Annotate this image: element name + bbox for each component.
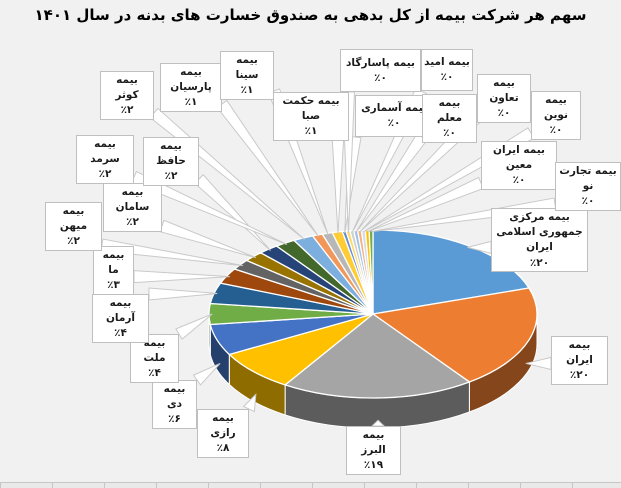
pie-label-name: بیمه رازی	[210, 412, 236, 440]
pie-label-name: بیمه تجارت نو	[559, 165, 617, 193]
pie-label-15: بیمه حکمت صبا ٪۱	[273, 92, 349, 142]
leader-line-5	[175, 313, 213, 340]
pie-label-name: بیمه سرمد	[90, 138, 120, 166]
pie-label-name: بیمه نوین	[544, 94, 568, 122]
pie-label-percent: ٪۲	[98, 168, 112, 181]
pie-label-name: بیمه ایران معین	[493, 144, 545, 172]
pie-label-name: بیمه پارسیان	[170, 66, 212, 94]
pie-label-percent: ٪۰	[549, 124, 563, 137]
leader-line-7	[133, 270, 230, 284]
pie-label-18: بیمه امید ٪۰	[421, 49, 473, 91]
pie-label-name: بیمه تعاون	[489, 77, 519, 105]
pie-label-20: بیمه تعاون ٪۰	[477, 74, 531, 124]
leader-line-6	[148, 287, 218, 301]
pie-label-16: بیمه آسماری ٪۰	[355, 95, 433, 137]
leader-line-11	[130, 170, 288, 245]
pie-label-10: بیمه حافظ ٪۲	[143, 137, 199, 187]
pie-label-percent: ٪۰	[581, 195, 595, 208]
pie-label-percent: ٪۰	[374, 71, 387, 84]
pie-label-name: بیمه دی	[163, 383, 186, 411]
pie-label-percent: ٪۱۹	[363, 459, 384, 472]
pie-label-percent: ٪۲۰	[569, 369, 590, 382]
pie-label-percent: ٪۲	[120, 104, 134, 117]
pie-label-21: بیمه نوین ٪۰	[531, 91, 581, 141]
pie-label-0: بیمه مرکزی جمهوری اسلامی ایران ٪۲۰	[491, 208, 588, 273]
pie-label-name: بیمه سینا	[235, 54, 259, 82]
pie-label-4: بیمه دی ٪۶	[152, 380, 197, 430]
pie-slice-0	[372, 229, 530, 315]
leader-line-15	[331, 133, 345, 234]
pie-label-7: بیمه ما ٪۳	[93, 246, 134, 296]
pie-label-name: بیمه ایران	[566, 339, 593, 367]
pie-label-name: بیمه کوثر	[115, 74, 139, 102]
leader-line-10	[194, 174, 271, 251]
pie-label-percent: ٪۱	[184, 96, 198, 109]
leader-line-9	[159, 219, 257, 259]
pie-label-17: بیمه پاسارگاد ٪۰	[340, 49, 421, 92]
pie-label-name: بیمه امید	[424, 56, 470, 69]
leader-line-13	[216, 99, 319, 237]
pie-label-1: بیمه ایران ٪۲۰	[551, 336, 608, 386]
pie-label-name: بیمه میهن	[59, 205, 88, 233]
pie-label-name: بیمه معلم	[437, 97, 462, 125]
data-table-edge	[0, 482, 621, 488]
pie-label-name: بیمه البرز	[361, 429, 386, 457]
pie-label-6: بیمه آرمان ٪۴	[92, 294, 149, 344]
pie-label-11: بیمه سرمد ٪۲	[76, 135, 134, 185]
pie-label-name: بیمه آرمان	[105, 297, 136, 325]
pie-label-3: بیمه رازی ٪۸	[197, 409, 249, 459]
pie-label-percent: ٪۲	[67, 235, 80, 248]
chart-title: سهم هر شرکت بیمه از کل بدهی به صندوق خسا…	[34, 6, 587, 24]
pie-label-percent: ٪۰	[497, 107, 511, 120]
pie-label-percent: ٪۴	[148, 367, 161, 380]
pie-label-14: بیمه سینا ٪۱	[220, 51, 274, 101]
pie-label-name: بیمه ما	[102, 249, 125, 277]
pie-label-23: بیمه تجارت نو ٪۰	[555, 162, 621, 212]
pie-label-name: بیمه ملت	[143, 337, 166, 365]
leader-line-4	[192, 362, 221, 386]
pie-label-percent: ٪۱	[240, 84, 254, 97]
pie-label-8: بیمه میهن ٪۲	[45, 202, 102, 252]
pie-label-percent: ٪۶	[168, 413, 181, 426]
pie-label-19: بیمه معلم ٪۰	[422, 94, 477, 144]
pie-slice-2	[284, 313, 471, 399]
pie-label-percent: ٪۰	[440, 71, 454, 84]
pie-slice-1	[372, 287, 538, 383]
pie-label-name: بیمه آسماری	[361, 102, 427, 115]
pie-label-12: بیمه کوثر ٪۲	[100, 71, 154, 121]
pie-label-percent: ٪۰	[512, 174, 526, 187]
leader-line-8	[100, 238, 244, 267]
leader-line-3	[242, 393, 257, 413]
pie-label-name: بیمه مرکزی جمهوری اسلامی ایران	[496, 211, 583, 254]
pie-label-percent: ٪۴	[114, 327, 127, 340]
pie-label-9: بیمه سامان ٪۲	[103, 183, 162, 233]
pie-label-percent: ٪۲۰	[529, 256, 550, 269]
pie-label-name: بیمه حکمت صبا	[282, 95, 340, 123]
pie-label-name: بیمه سامان	[115, 186, 150, 214]
pie-label-percent: ٪۸	[216, 442, 230, 455]
pie-label-percent: ٪۳	[107, 279, 120, 292]
pie-label-percent: ٪۰	[443, 127, 456, 140]
pie-label-percent: ٪۱	[304, 125, 318, 138]
pie-label-percent: ٪۲	[126, 216, 139, 229]
pie-label-percent: ٪۰	[387, 117, 401, 130]
pie-label-22: بیمه ایران معین ٪۰	[481, 141, 557, 191]
pie-label-name: بیمه حافظ	[156, 140, 186, 168]
pie-label-percent: ٪۲	[164, 170, 178, 183]
pie-label-2: بیمه البرز ٪۱۹	[346, 426, 401, 476]
pie-label-13: بیمه پارسیان ٪۱	[160, 63, 222, 113]
pie-label-name: بیمه پاسارگاد	[346, 56, 415, 69]
